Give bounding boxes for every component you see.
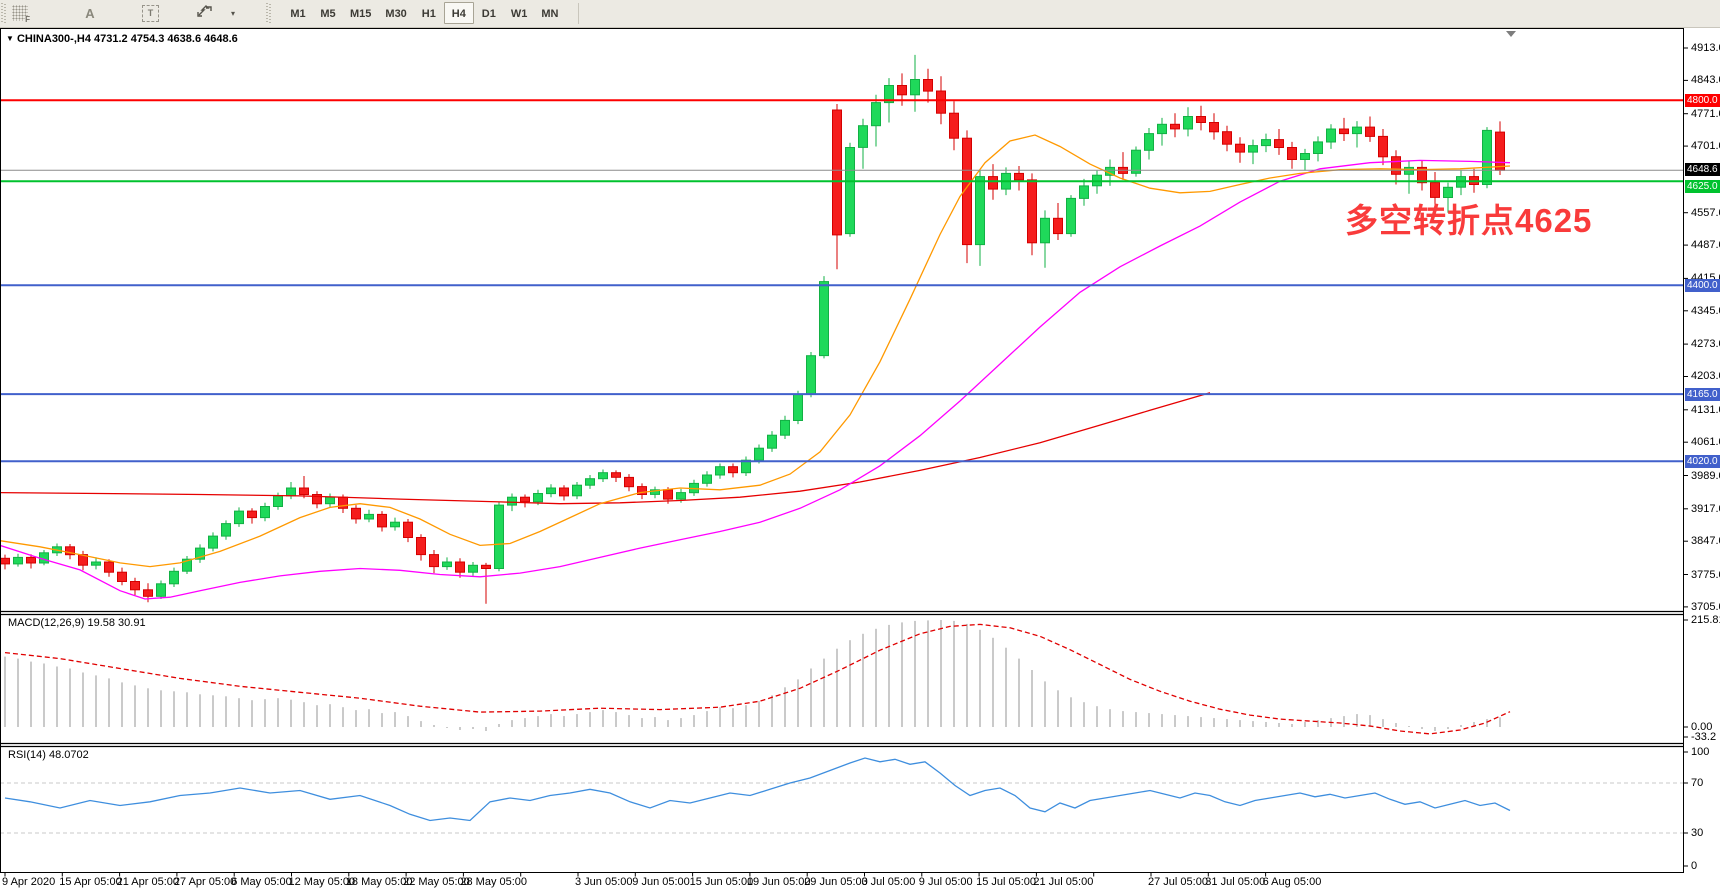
date-label: 21 Apr 05:00	[116, 876, 179, 888]
price-tick-4273.0: 4273.0	[1691, 338, 1720, 351]
macd-indicator-label: MACD(12,26,9) 19.58 30.91	[8, 617, 146, 629]
toolbar-grip[interactable]	[1, 3, 6, 24]
chart-frame	[0, 28, 1684, 873]
date-label: 6 May 05:00	[231, 876, 292, 888]
price-tick-4557.0: 4557.0	[1691, 206, 1720, 219]
date-label: 9 Jul 05:00	[918, 876, 973, 888]
time-axis[interactable]	[0, 873, 1684, 893]
annotation-text[interactable]: 多空转折点4625	[1345, 202, 1593, 239]
timeframe-button-h1[interactable]: H1	[421, 8, 436, 20]
level-price-label-4165.0: 4165.0	[1685, 387, 1720, 401]
price-tick-4061.0: 4061.0	[1691, 436, 1720, 449]
timeframe-button-m1[interactable]: M1	[290, 8, 306, 20]
price-tick-4913.0: 4913.0	[1691, 42, 1720, 54]
rsi-tick-30: 30	[1691, 827, 1704, 839]
date-label: 15 Jun 05:00	[689, 876, 754, 888]
timeframe-button-d1[interactable]: D1	[481, 8, 496, 20]
toolbar-separator	[578, 3, 579, 24]
price-tick-3917.0: 3917.0	[1691, 502, 1720, 515]
macd-histogram	[4, 620, 1501, 731]
double-arrow-icon	[197, 5, 212, 17]
timeframe-button-m30[interactable]: M30	[385, 8, 407, 20]
level-price-label-4400.0: 4400.0	[1685, 278, 1720, 292]
rsi-indicator-label: RSI(14) 48.0702	[8, 749, 89, 761]
date-label: 28 May 05:00	[460, 876, 528, 888]
date-label: 27 Jul 05:00	[1148, 876, 1208, 888]
rsi-tick-100: 100	[1691, 746, 1710, 758]
price-tick-4701.0: 4701.0	[1691, 140, 1720, 153]
chart-title-symbol: CHINA300-,H4	[16, 33, 91, 45]
toolbar: F A T ▾ M1 M5 M15 M30 H1 H4 D1 W1 MN	[0, 0, 1720, 28]
level-price-label-4020.0: 4020.0	[1685, 454, 1720, 468]
macd-signal-line	[4, 623, 1511, 735]
rsi-line	[4, 757, 1511, 822]
date-label: 3 Jul 05:00	[861, 876, 916, 888]
ma-slow-red-line	[0, 392, 1211, 505]
date-label: 18 May 05:00	[345, 876, 413, 888]
timeframe-button-m5[interactable]: M5	[320, 8, 336, 20]
macd-tick--33.2: -33.2	[1691, 731, 1717, 743]
rsi-tick-0: 0	[1691, 860, 1698, 872]
text-tool-icon[interactable]: T	[142, 4, 159, 22]
rsi-tick-70: 70	[1691, 777, 1704, 789]
fibonacci-grid-tool-icon[interactable]: F	[10, 4, 30, 24]
date-label: 31 Jul 05:00	[1205, 876, 1266, 888]
date-label: 19 Jun 05:00	[746, 876, 811, 888]
chart-shift-marker-icon[interactable]	[1506, 31, 1516, 37]
chart-title-ohlc: 4731.2 4754.3 4638.6 4648.6	[94, 33, 238, 45]
ma-mid-magenta-line	[0, 159, 1511, 600]
date-label: 6 Aug 05:00	[1262, 876, 1322, 888]
price-tick-3847.0: 3847.0	[1691, 535, 1720, 548]
date-label: 15 Jul 05:00	[976, 876, 1037, 888]
timeframe-button-w1[interactable]: W1	[510, 8, 528, 20]
toolbar-grip-2[interactable]	[266, 3, 271, 24]
price-tick-4843.0: 4843.0	[1691, 74, 1720, 87]
price-tick-4131.0: 4131.0	[1691, 403, 1720, 416]
date-label: 15 Apr 05:00	[59, 876, 122, 888]
collapse-triangle-icon[interactable]: ▼	[6, 34, 14, 43]
date-label: 9 Jun 05:00	[632, 876, 690, 888]
macd-tick-0.00: 0.00	[1691, 721, 1713, 733]
timeframe-group: M1 M5 M15 M30 H1 H4 D1 W1 MN	[283, 2, 565, 25]
date-label: 9 Apr 2020	[2, 876, 56, 888]
date-label: 21 Jul 05:00	[1033, 876, 1094, 888]
dotted-grid-icon: F	[12, 5, 30, 24]
price-tick-4203.0: 4203.0	[1691, 370, 1720, 383]
level-price-label-4648.6: 4648.6	[1685, 162, 1720, 176]
level-price-label-4625.0: 4625.0	[1685, 179, 1720, 193]
macd-tick-215.81: 215.81	[1691, 614, 1720, 626]
price-tick-3705.0: 3705.0	[1691, 600, 1720, 613]
price-tick-4771.0: 4771.0	[1691, 107, 1720, 120]
arrows-tool-icon[interactable]	[196, 4, 220, 22]
timeframe-button-h4[interactable]: H4	[443, 2, 474, 24]
dropdown-caret-icon[interactable]: ▾	[230, 8, 235, 18]
price-tick-3989.0: 3989.0	[1691, 469, 1720, 482]
level-price-label-4800.0: 4800.0	[1685, 93, 1720, 107]
date-label: 29 Jun 05:00	[804, 876, 868, 888]
price-axis[interactable]	[1684, 28, 1720, 872]
timeframe-button-m15[interactable]: M15	[350, 8, 372, 20]
ma-fast-orange-line	[0, 134, 1511, 568]
price-tick-3775.0: 3775.0	[1691, 568, 1720, 581]
date-label: 22 May 05:00	[403, 876, 470, 888]
date-label: 27 Apr 05:00	[173, 876, 237, 888]
date-label: 12 May 05:00	[288, 876, 356, 888]
price-tick-4487.0: 4487.0	[1691, 239, 1720, 252]
text-label-tool-icon[interactable]: A	[85, 5, 95, 21]
chart-title: ▼ CHINA300-,H4 4731.2 4754.3 4638.6 4648…	[6, 33, 238, 45]
price-tick-4345.0: 4345.0	[1691, 304, 1720, 317]
date-label: 3 Jun 05:00	[575, 876, 633, 888]
timeframe-button-mn[interactable]: MN	[541, 8, 559, 20]
